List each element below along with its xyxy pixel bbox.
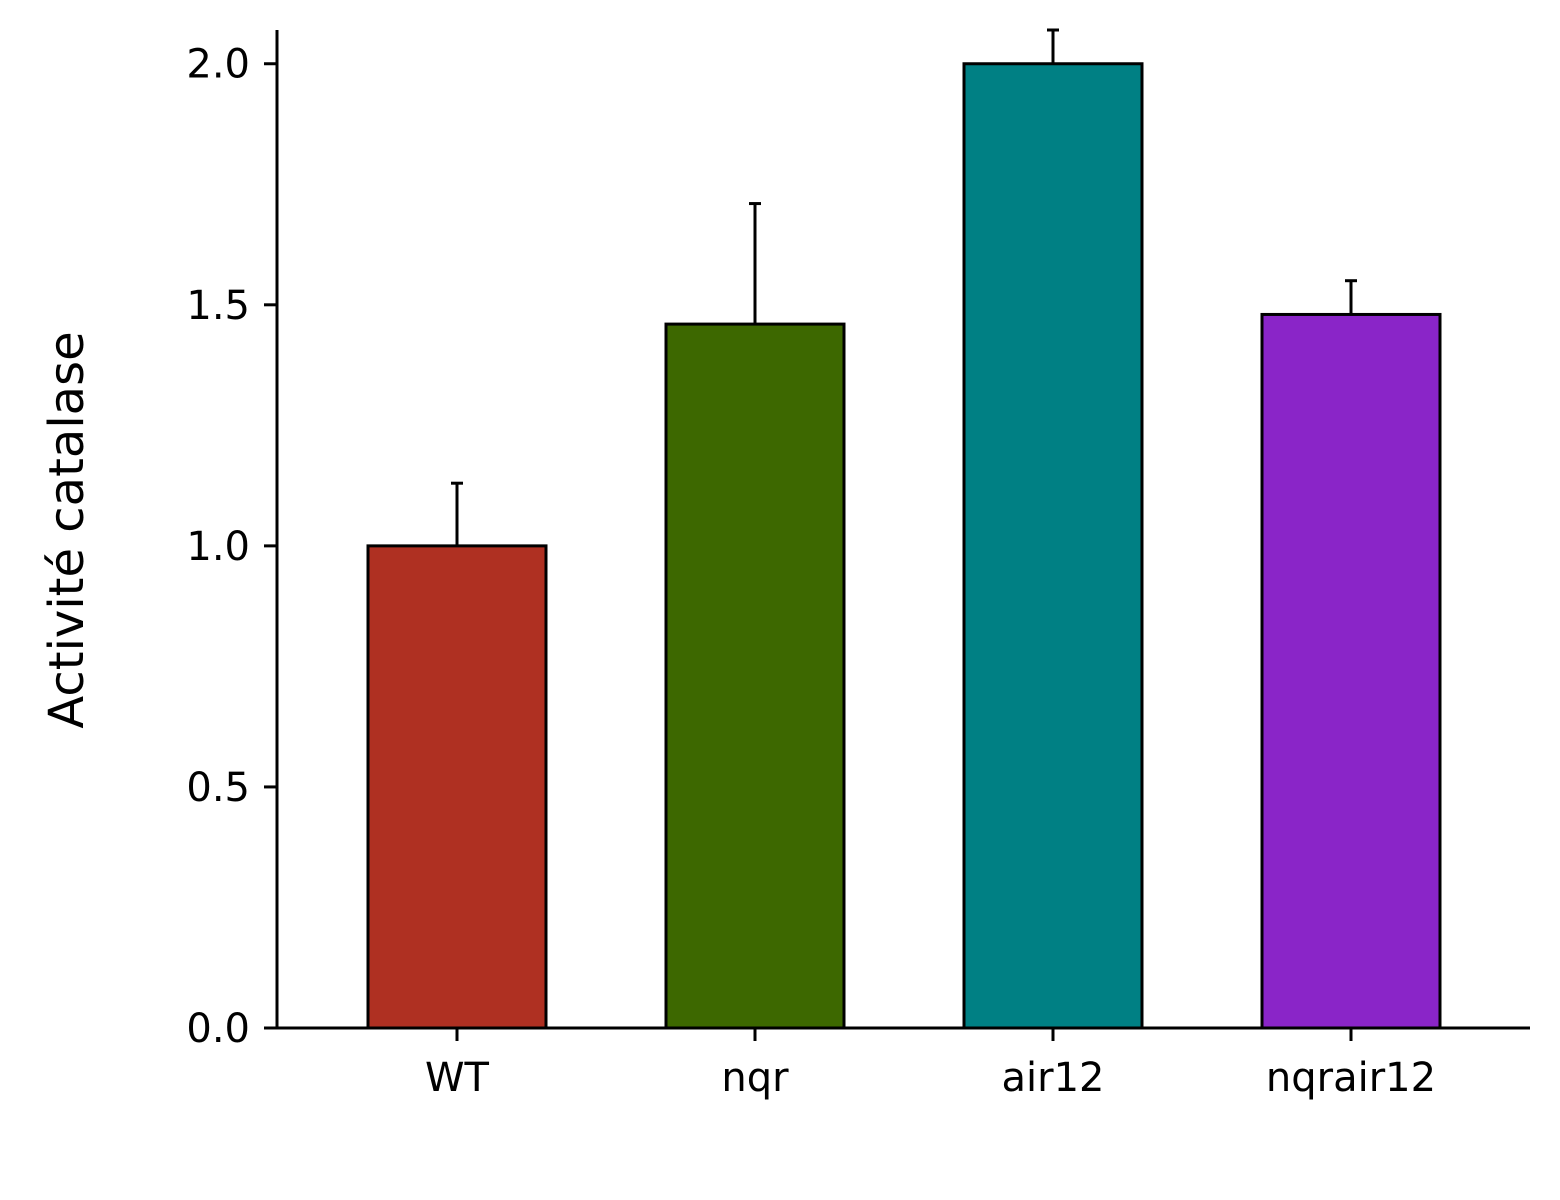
y-axis-title: Activité catalase [39, 331, 95, 728]
y-tick-label-2: 1.0 [186, 524, 250, 570]
bar-wt [366, 544, 548, 1030]
x-tick-label-nqr: nqr [721, 1055, 789, 1101]
y-tick-label-3: 1.5 [186, 283, 250, 329]
x-tick-label-nqrair12: nqrair12 [1266, 1055, 1436, 1101]
y-tick-label-1: 0.5 [186, 765, 250, 811]
y-tick-label-4: 2.0 [186, 42, 250, 88]
bar-nqrair12 [1260, 312, 1442, 1030]
bars-layer [366, 62, 1442, 1030]
bar-nqr [664, 322, 846, 1030]
x-tick-label-air12: air12 [1002, 1055, 1105, 1101]
axes-layer [275, 30, 1530, 1030]
y-ticks: 0.0 0.5 1.0 1.5 2.0 [186, 42, 277, 1052]
x-tick-label-wt: WT [425, 1055, 490, 1101]
bar-air12 [962, 62, 1144, 1030]
x-ticks: WT nqr air12 nqrair12 [425, 1028, 1436, 1101]
error-bars-layer [451, 28, 1357, 546]
y-tick-label-0: 0.0 [186, 1006, 250, 1052]
